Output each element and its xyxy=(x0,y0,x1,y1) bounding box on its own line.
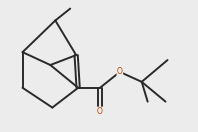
Text: O: O xyxy=(97,107,103,116)
Text: O: O xyxy=(117,67,123,76)
